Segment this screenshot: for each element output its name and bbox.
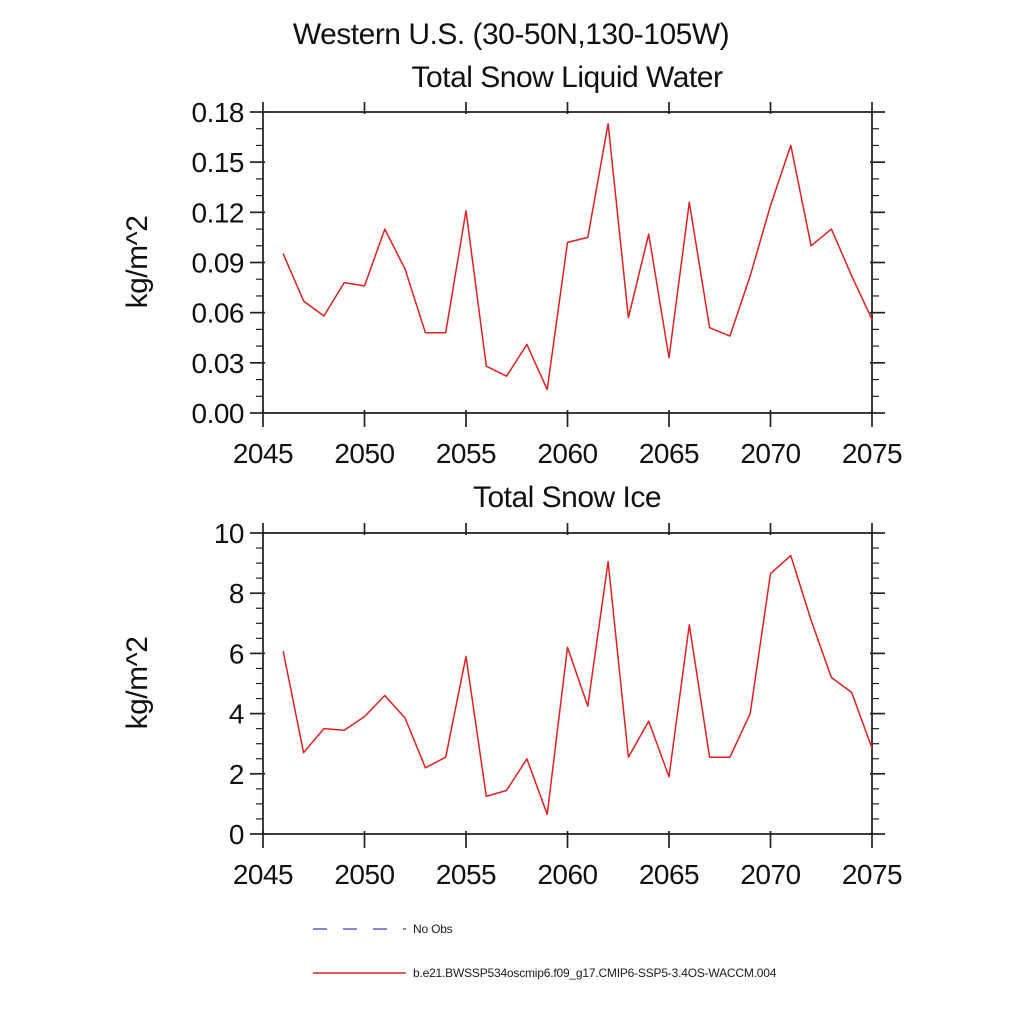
svg-text:2070: 2070 xyxy=(740,859,800,890)
svg-text:2065: 2065 xyxy=(639,859,699,890)
svg-text:2065: 2065 xyxy=(639,438,699,469)
svg-text:0.06: 0.06 xyxy=(192,298,245,329)
svg-text:4: 4 xyxy=(229,699,244,730)
svg-text:2050: 2050 xyxy=(334,859,394,890)
legend-entry-no-obs: No Obs xyxy=(312,922,453,936)
page-title: Western U.S. (30-50N,130-105W) xyxy=(292,18,730,51)
svg-text:0.12: 0.12 xyxy=(192,197,245,228)
svg-text:2060: 2060 xyxy=(537,859,597,890)
svg-text:2055: 2055 xyxy=(436,438,496,469)
svg-text:2070: 2070 xyxy=(740,438,800,469)
svg-text:10: 10 xyxy=(214,518,244,549)
series-line xyxy=(282,554,873,816)
svg-text:2055: 2055 xyxy=(436,859,496,890)
no-obs-dashed-line-swatch xyxy=(313,928,406,930)
svg-text:0: 0 xyxy=(229,819,244,850)
series-line xyxy=(282,122,873,391)
svg-text:0.09: 0.09 xyxy=(192,248,245,279)
svg-text:2075: 2075 xyxy=(842,438,902,469)
svg-text:2060: 2060 xyxy=(537,438,597,469)
svg-text:0.03: 0.03 xyxy=(192,348,245,379)
plot-area: 0 2 4 6 8 10 2045 2050 2055 2060 2065 2070 2075 xyxy=(214,518,903,890)
chart-title-snow-liquid-water: Total Snow Liquid Water xyxy=(411,61,723,94)
svg-text:2045: 2045 xyxy=(233,859,293,890)
svg-text:6: 6 xyxy=(229,638,244,669)
legend-entry-model-run: b.e21.BWSSP534oscmip6.f09_g17.CMIP6-SSP5… xyxy=(312,966,776,980)
legend-label-model-run: b.e21.BWSSP534oscmip6.f09_g17.CMIP6-SSP5… xyxy=(413,966,777,980)
svg-text:0.00: 0.00 xyxy=(192,398,245,429)
model-run-line-swatch xyxy=(313,972,406,974)
svg-text:8: 8 xyxy=(229,578,244,609)
y-axis-label-snow-liquid-water: kg/m^2 xyxy=(121,215,154,309)
legend-label-no-obs: No Obs xyxy=(413,922,453,936)
y-axis-label-snow-ice: kg/m^2 xyxy=(121,636,154,730)
svg-text:2050: 2050 xyxy=(334,438,394,469)
chart-title-snow-ice: Total Snow Ice xyxy=(472,481,662,514)
svg-text:2045: 2045 xyxy=(233,438,293,469)
svg-text:0.18: 0.18 xyxy=(192,97,245,128)
svg-text:0.15: 0.15 xyxy=(192,147,245,178)
svg-text:2: 2 xyxy=(229,759,244,790)
plot-area: 0.00 0.03 0.06 0.09 0.12 0.15 0.18 2045 2050 2055… xyxy=(192,97,903,469)
svg-text:2075: 2075 xyxy=(842,859,902,890)
